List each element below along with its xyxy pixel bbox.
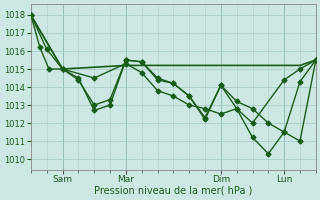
X-axis label: Pression niveau de la mer( hPa ): Pression niveau de la mer( hPa ): [94, 186, 252, 196]
